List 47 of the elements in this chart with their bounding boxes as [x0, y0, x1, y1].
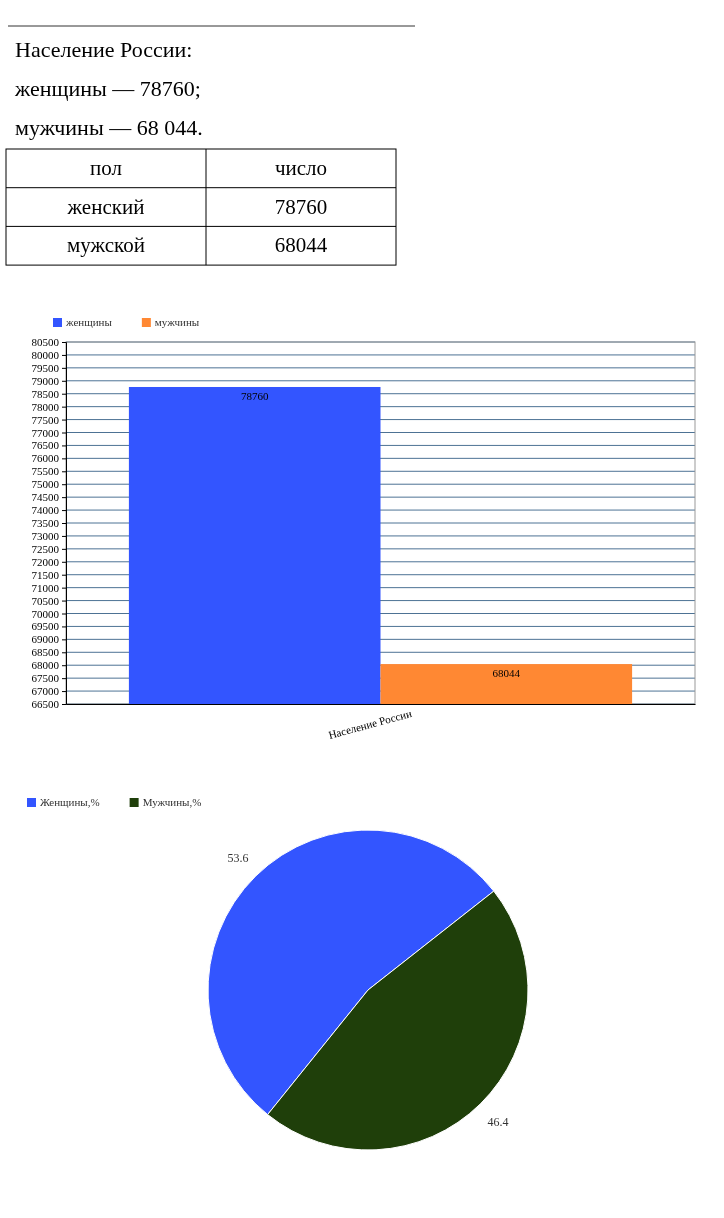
y-tick-label: 78500: [31, 387, 60, 400]
y-tick-label: 75500: [31, 465, 60, 478]
y-tick-label: 67500: [31, 672, 60, 685]
y-tick-label: 69500: [31, 620, 60, 633]
x-tick-label: Население России: [327, 707, 414, 741]
data-label: 53.6: [227, 851, 249, 866]
y-tick-label: 77000: [31, 426, 60, 439]
y-tick-label: 80500: [31, 336, 60, 349]
y-tick-label: 71500: [31, 568, 60, 581]
y-tick-label: 69000: [31, 633, 60, 646]
text: число: [274, 156, 328, 180]
y-tick-label: 76500: [31, 439, 60, 452]
y-tick-label: 79500: [31, 361, 60, 374]
legend-label: мужчины: [154, 316, 200, 328]
y-tick-label: 74000: [31, 504, 60, 517]
text: мужской: [67, 233, 145, 258]
y-tick-label: 72500: [31, 542, 60, 555]
y-tick-label: 77500: [31, 413, 60, 426]
y-tick-label: 68000: [31, 659, 60, 672]
text: женский: [66, 194, 145, 219]
data-label: 46.4: [487, 1114, 509, 1129]
legend-label: Мужчины,%: [142, 796, 202, 808]
y-tick-label: 74500: [31, 491, 60, 504]
y-tick-label: 70000: [31, 607, 60, 620]
text: мужчины — 68 044.: [15, 115, 203, 140]
y-tick-label: 76000: [31, 452, 60, 465]
y-tick-label: 66500: [31, 698, 60, 711]
y-tick-label: 79000: [31, 374, 60, 387]
y-tick-label: 71000: [31, 581, 60, 594]
data-label: 68044: [492, 667, 521, 680]
y-tick-label: 73000: [31, 529, 60, 542]
y-tick-label: 73500: [31, 517, 60, 530]
legend-label: Женщины,%: [40, 796, 100, 808]
text: пол: [90, 156, 122, 180]
data-label: 78760: [240, 389, 269, 402]
y-tick-label: 70500: [31, 594, 60, 607]
y-tick-label: 80000: [31, 348, 60, 361]
y-tick-label: 72000: [31, 555, 60, 568]
y-tick-label: 68500: [31, 646, 60, 659]
y-tick-label: 75000: [31, 478, 60, 491]
y-tick-label: 78000: [31, 400, 60, 413]
text: Население России:: [15, 37, 193, 62]
text: 78760: [274, 194, 328, 219]
y-tick-label: 67000: [31, 685, 60, 698]
text: женщины — 78760;: [14, 76, 201, 101]
legend-label: женщины: [65, 316, 113, 328]
text: 68044: [274, 233, 328, 258]
